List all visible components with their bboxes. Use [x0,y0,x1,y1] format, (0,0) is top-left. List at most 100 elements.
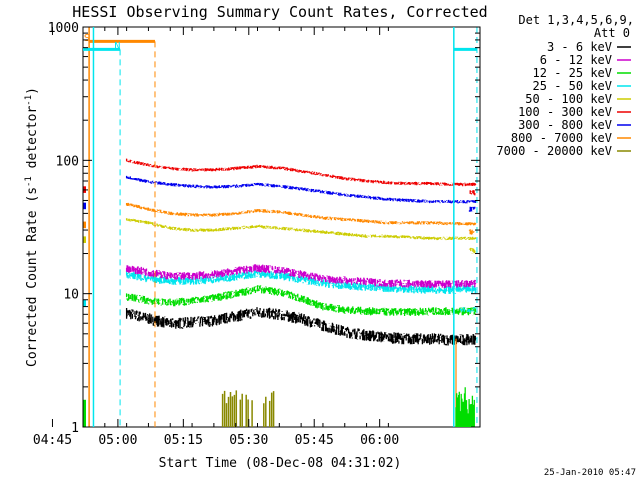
x-tick-label: 05:30 [229,433,268,448]
data-point [256,165,259,168]
legend-label: 300 - 800 keV [518,118,612,132]
x-tick-label: 06:00 [360,433,399,448]
data-point [300,297,302,300]
data-point [256,267,259,269]
legend-item: 7000 - 20000 keV [496,144,631,158]
data-point [191,229,193,231]
y-axis-label-end: ) [25,87,40,95]
data-point [169,322,171,324]
legend-item: 300 - 800 keV [518,118,631,132]
data-point [126,159,128,161]
data-point [213,278,215,280]
chart-title: HESSI Observing Summary Count Rates, Cor… [72,3,487,21]
x-tick-label: 05:15 [164,433,203,448]
post-gap-fragment [468,206,476,212]
data-point [256,225,259,227]
data-point [191,275,193,277]
data-point [344,279,346,281]
x-tick-label: 05:45 [295,433,334,448]
series-trace [125,158,476,187]
data-point [235,270,237,272]
data-point [147,299,150,302]
data-point [322,282,324,284]
data-point [409,311,411,313]
series-layer [125,158,477,346]
y-axis-label-mid: detector [25,106,40,177]
data-point [213,229,215,231]
data-point [344,284,346,287]
data-point [300,214,302,216]
overlay-layer: SN [83,27,478,427]
data-point [409,199,411,202]
y-tick-label: 100 [56,154,79,169]
data-point [300,229,302,231]
data-point [475,282,477,285]
data-point [322,231,324,233]
data-point [126,273,128,275]
data-point [278,269,280,271]
data-point [409,338,411,340]
post-gap-fragment [468,190,476,196]
legend-label: 7000 - 20000 keV [496,144,612,158]
data-point [300,318,302,320]
legend-item: 25 - 50 keV [533,79,631,93]
data-point [475,223,477,225]
data-point [235,167,237,169]
data-point [147,277,150,280]
series-trace [125,175,476,204]
data-point [431,201,433,203]
post-gap-fragment [468,247,476,254]
data-point [387,222,389,224]
data-point [169,167,171,169]
plot-frame [82,26,481,428]
data-point [213,186,215,188]
data-point [256,311,259,313]
data-point [147,318,150,320]
data-point [344,177,346,180]
y-axis-label-main: Corrected Count Rate (s [25,187,40,367]
data-point [278,291,280,293]
data-point [322,305,324,308]
data-point [256,272,259,274]
data-point [431,237,433,239]
data-point [322,191,324,193]
data-point [213,273,215,275]
data-point [191,185,193,187]
legend-item: 6 - 12 keV [540,53,631,67]
data-point [147,164,150,166]
post-gap-fragment [468,229,476,235]
data-point [235,227,237,229]
data-point [322,324,324,326]
data-point [235,212,237,214]
data-point [475,201,477,203]
data-point [169,212,171,214]
data-point [191,280,193,282]
low-energy-spikes [455,387,475,427]
data-point [344,233,346,235]
data-point [126,312,128,314]
data-point [300,188,302,190]
data-point [365,286,368,288]
data-point [475,310,477,312]
high-energy-spikes [221,390,275,427]
data-point [126,176,128,178]
data-point [126,267,128,269]
legend-label: 6 - 12 keV [540,53,612,67]
y-tick-label: 1 [71,421,79,436]
data-point [475,338,477,340]
data-point [126,218,128,221]
series-trace [125,307,476,346]
data-point [235,293,237,295]
data-point [431,338,433,340]
data-point [235,276,237,278]
data-point [300,170,302,172]
series-100-300-kev [125,158,477,187]
data-point [387,311,389,313]
x-tick-label: 04:45 [33,433,72,448]
data-point [300,273,302,275]
y-axis-label-sup2: -1 [24,95,34,106]
data-point [475,237,477,239]
data-point [191,300,193,302]
marker-s: S [84,33,90,44]
